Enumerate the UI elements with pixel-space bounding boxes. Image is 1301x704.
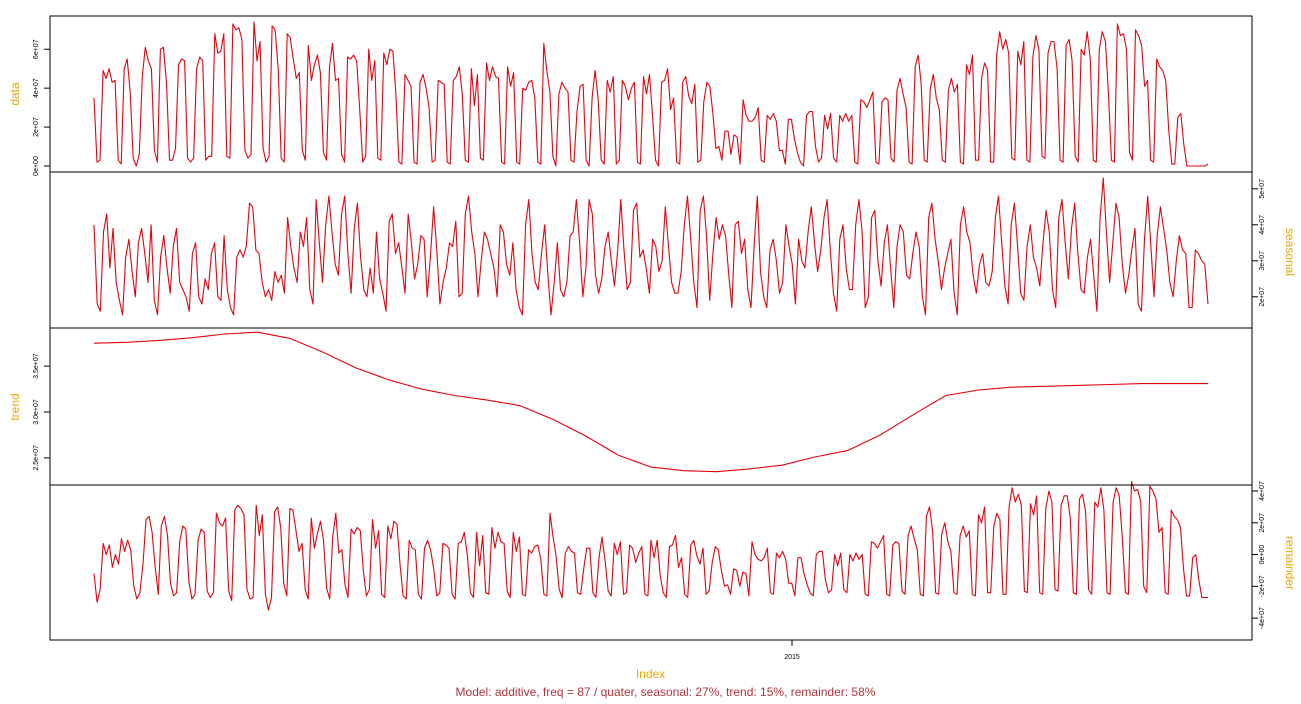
x-tick-label: 2015 (784, 654, 800, 661)
panel-frames (49, 15, 1253, 641)
remainder-tick-label: -2e+07 (1259, 575, 1266, 597)
data-tick-label: 6e+07 (33, 39, 40, 59)
trend-tick-label: 3.0e+07 (33, 399, 40, 425)
remainder-tick-label: 0e+00 (1259, 545, 1266, 565)
trend-axis: 2.5e+07 3.0e+07 3.5e+07 (33, 353, 51, 471)
data-axis: 0e+00 2e+07 4e+07 6e+07 (33, 39, 51, 176)
panel-label-trend: trend (8, 393, 22, 420)
panel-label-seasonal: seasonal (1283, 228, 1297, 276)
remainder-tick-label: -4e+07 (1259, 607, 1266, 629)
seasonal-series-group (93, 177, 1209, 316)
panel-label-data: data (8, 82, 22, 106)
panel-trend: 2.5e+07 3.0e+07 3.5e+07 trend (8, 331, 1208, 473)
data-tick-label: 4e+07 (33, 78, 40, 98)
seasonal-tick-label: 5e+07 (1259, 179, 1266, 199)
panel-seasonal: 2e+07 3e+07 4e+07 5e+07 seasonal (93, 177, 1297, 316)
panel-remainder: -4e+07 -2e+07 0e+00 2e+07 4e+07 remainder (93, 480, 1297, 629)
trend-tick-label: 3.5e+07 (33, 353, 40, 379)
x-axis-title: Index (635, 667, 666, 681)
model-caption: Model: additive, freq = 87 / quater, sea… (455, 685, 876, 699)
trend-tick-label: 2.5e+07 (33, 445, 40, 471)
remainder-line (93, 480, 1208, 611)
seasonal-tick-label: 4e+07 (1259, 215, 1266, 235)
trend-series-group (93, 331, 1208, 473)
panel-frame-trend (49, 327, 1253, 486)
seasonal-tick-label: 2e+07 (1259, 287, 1266, 307)
panel-data: 0e+00 2e+07 4e+07 6e+07 data (8, 21, 1209, 176)
remainder-axis: -4e+07 -2e+07 0e+00 2e+07 4e+07 (1251, 481, 1266, 629)
panel-label-remainder: remainder (1283, 536, 1297, 590)
data-series-group (93, 21, 1209, 167)
panel-frame-remainder (49, 484, 1253, 641)
data-line (93, 21, 1209, 167)
seasonal-axis: 2e+07 3e+07 4e+07 5e+07 (1251, 179, 1266, 307)
x-axis: 2015 (784, 640, 800, 661)
remainder-tick-label: 2e+07 (1259, 513, 1266, 533)
data-tick-label: 2e+07 (33, 117, 40, 137)
remainder-series-group (93, 480, 1208, 611)
remainder-tick-label: 4e+07 (1259, 481, 1266, 501)
trend-line (93, 331, 1208, 473)
seasonal-line (93, 177, 1209, 316)
data-tick-label: 0e+00 (33, 156, 40, 176)
seasonal-tick-label: 3e+07 (1259, 251, 1266, 271)
